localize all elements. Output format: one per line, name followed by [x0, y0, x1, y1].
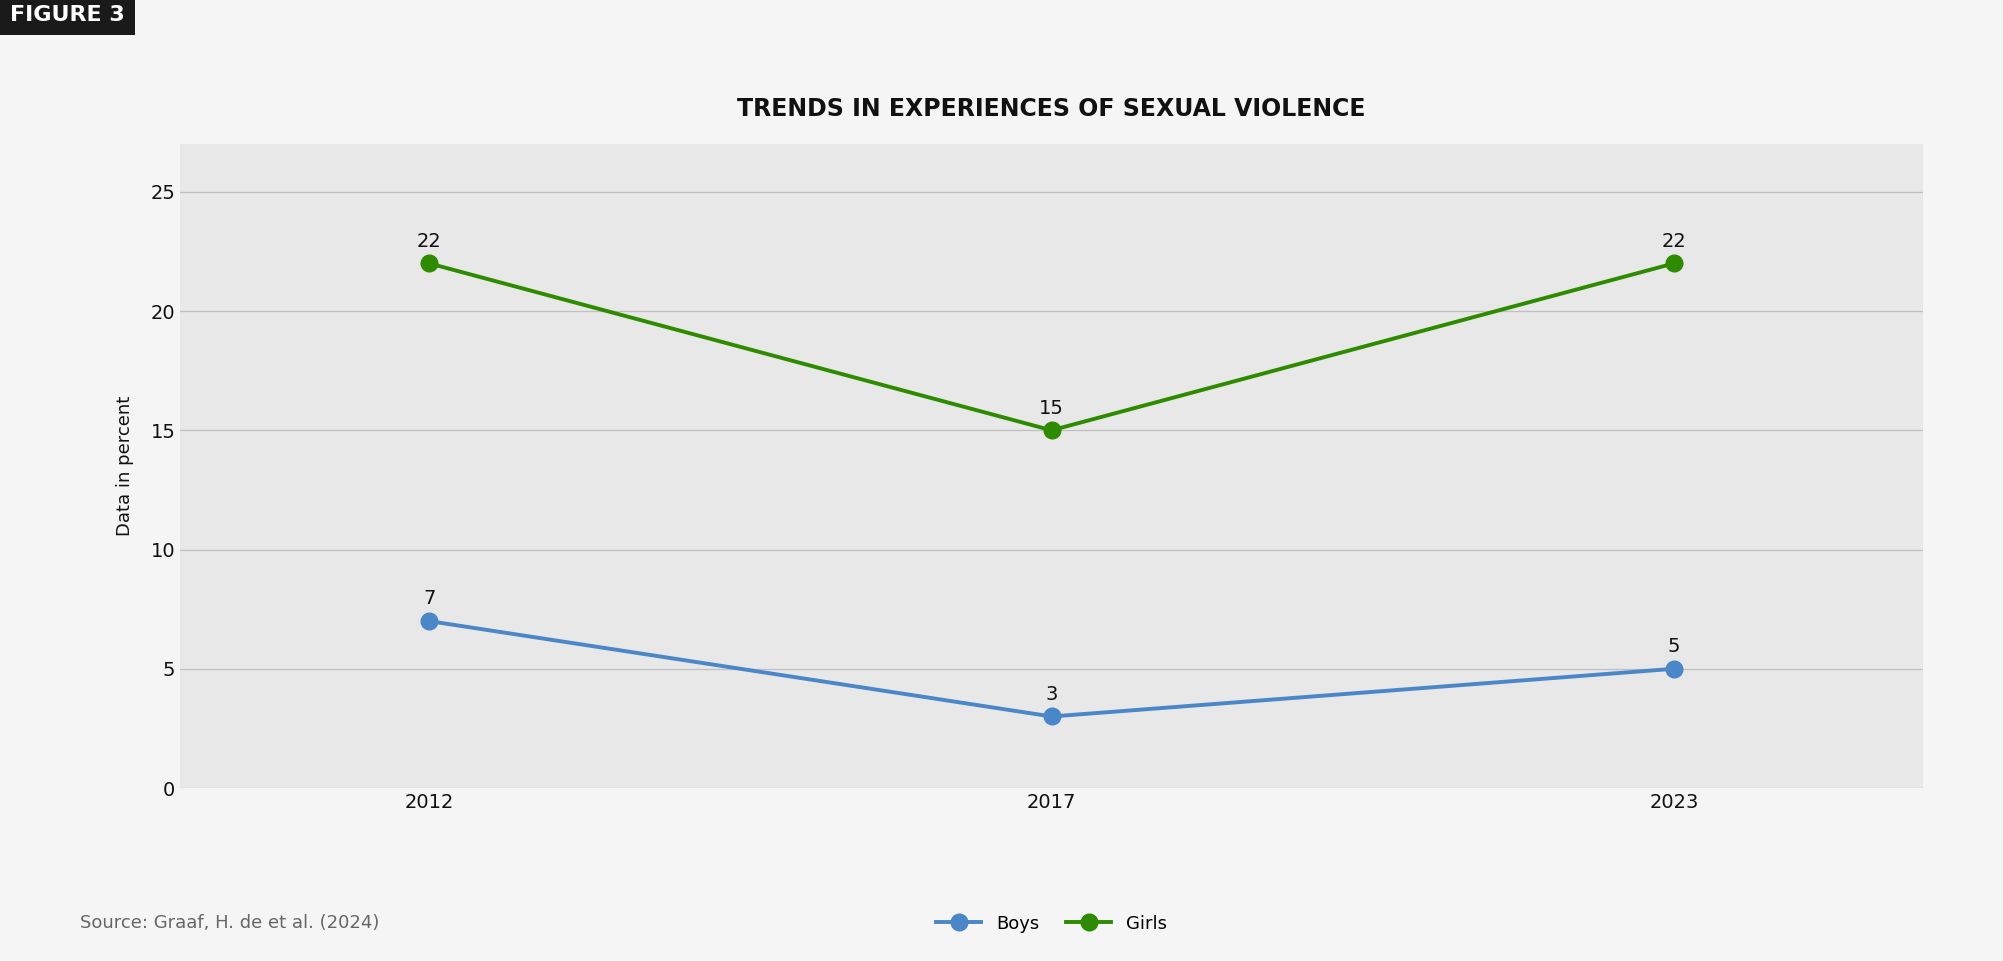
Text: 22: 22: [1662, 232, 1687, 251]
Text: 3: 3: [1046, 685, 1058, 703]
Text: FIGURE 3: FIGURE 3: [10, 5, 124, 25]
Text: Source: Graaf, H. de et al. (2024): Source: Graaf, H. de et al. (2024): [80, 914, 379, 932]
Y-axis label: Data in percent: Data in percent: [116, 396, 134, 536]
Text: 22: 22: [417, 232, 441, 251]
Text: 7: 7: [423, 589, 435, 608]
Text: 15: 15: [1040, 399, 1064, 418]
Legend: Boys, Girls: Boys, Girls: [929, 907, 1174, 940]
Text: 5: 5: [1668, 637, 1681, 656]
Title: TRENDS IN EXPERIENCES OF SEXUAL VIOLENCE: TRENDS IN EXPERIENCES OF SEXUAL VIOLENCE: [737, 97, 1366, 121]
